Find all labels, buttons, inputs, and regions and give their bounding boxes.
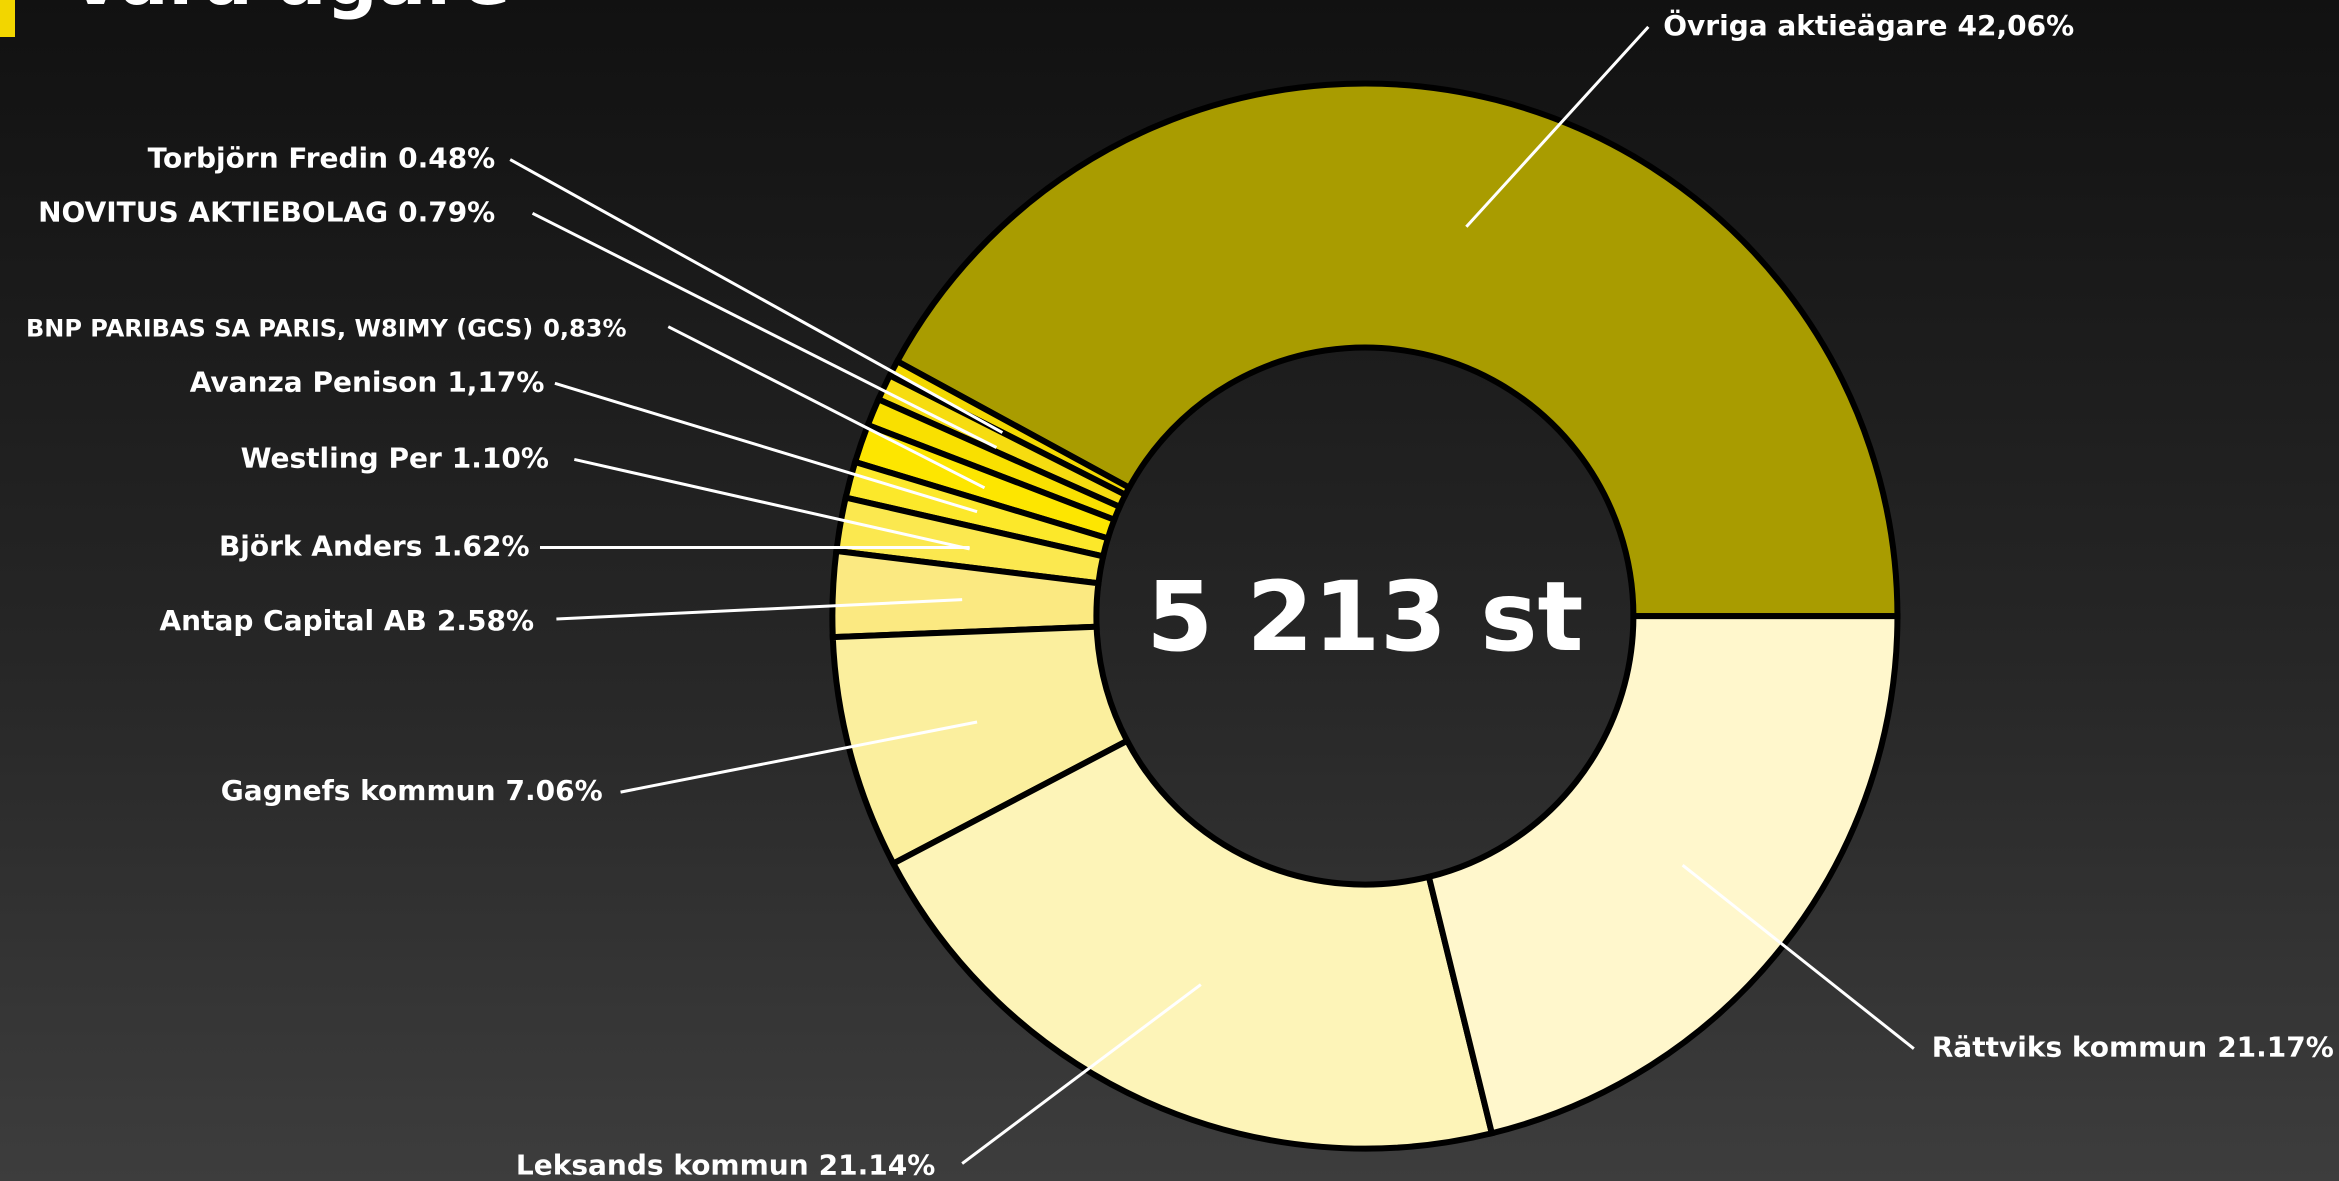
slice-value: 42,06% — [1958, 9, 2075, 42]
slice-name: Westling Per — [241, 441, 442, 474]
slice-name: Rättviks kommun — [1932, 1031, 2207, 1064]
chart: Våra ägare Övriga aktieägare 42,06% Torbjö… — [0, 0, 2339, 1181]
slice-name: Leksands kommun — [516, 1149, 809, 1181]
slice-label: Leksands kommun 21.14% — [516, 1149, 935, 1181]
slice-name: Gagnefs kommun — [221, 774, 496, 807]
slice-name: NOVITUS AKTIEBOLAG — [38, 195, 388, 228]
slice-name: Torbjörn Fredin — [148, 142, 389, 175]
slice-value: 21.17% — [2217, 1031, 2334, 1064]
slice-label: Övriga aktieägare 42,06% — [1663, 8, 2074, 42]
slice-value: 1.62% — [432, 529, 529, 562]
slice-label: Torbjörn Fredin 0.48% — [148, 142, 496, 175]
slice-name: Björk Anders — [219, 529, 422, 562]
title-accent — [0, 0, 15, 37]
slice-label: Björk Anders 1.62% — [219, 529, 530, 562]
slice-label: NOVITUS AKTIEBOLAG 0.79% — [38, 195, 495, 228]
slice-name: Övriga aktieägare — [1663, 8, 1947, 42]
slice-label: Antap Capital AB 2.58% — [159, 604, 534, 637]
slice-label: Gagnefs kommun 7.06% — [221, 774, 603, 807]
slice-value: 0,83% — [543, 315, 626, 343]
slice-value: 21.14% — [819, 1149, 936, 1181]
slice-label: Rättviks kommun 21.17% — [1932, 1031, 2334, 1064]
slice-value: 7.06% — [506, 774, 603, 807]
slice-name: Avanza Penison — [190, 365, 438, 398]
slice-name: BNP PARIBAS SA PARIS, W8IMY (GCS) — [26, 315, 533, 343]
slice-name: Antap Capital AB — [159, 604, 426, 637]
slice-value: 1,17% — [447, 365, 544, 398]
slice-label: Westling Per 1.10% — [241, 441, 549, 474]
center-label: 5 213 st — [1146, 561, 1583, 673]
slice-value: 0.79% — [398, 195, 495, 228]
page: Våra ägare Övriga aktieägare 42,06% Torbjö… — [0, 0, 2339, 1181]
slice-value: 1.10% — [452, 441, 549, 474]
slice-label: Avanza Penison 1,17% — [190, 365, 545, 398]
slice-value: 2.58% — [437, 604, 534, 637]
slice-value: 0.48% — [398, 142, 495, 175]
chart-title: Våra ägare — [68, 0, 511, 21]
